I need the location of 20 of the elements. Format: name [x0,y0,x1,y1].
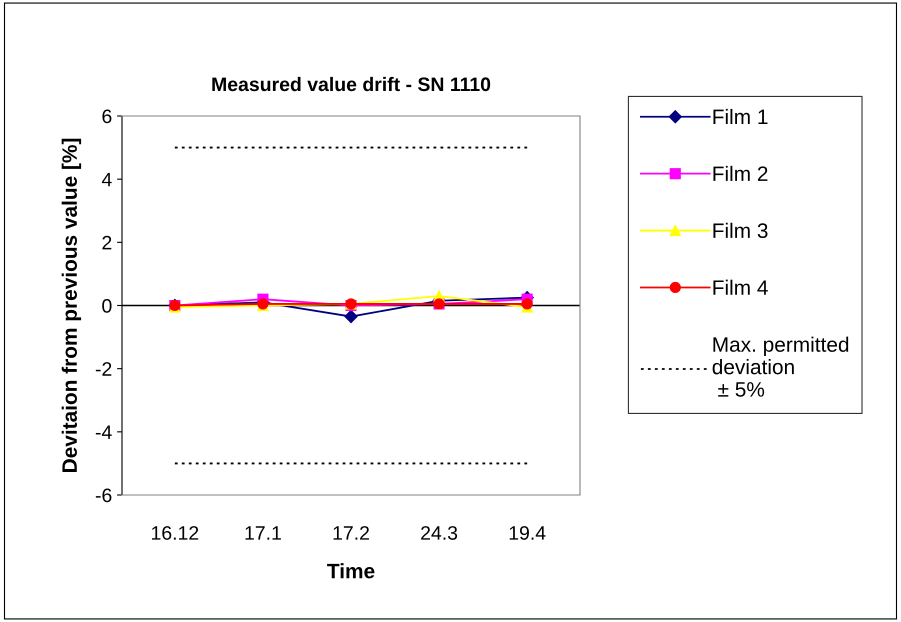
y-axis-title: Devitaion from previous value [%] [62,138,82,472]
x-tick-label: 19.4 [510,526,546,540]
legend-label: Film 2 [713,166,768,181]
y-tick-label: 4 [102,172,112,186]
y-tick-label: -4 [96,426,112,439]
y-tick-label: -2 [96,362,112,376]
y-tick-label: -6 [96,488,112,502]
x-tick-label: 17.1 [245,526,281,540]
y-tick-label: 6 [102,109,112,124]
chart-title: Measured value drift - SN 1110 [212,76,490,92]
legend-label: Film 3 [713,222,768,238]
legend-label: Film 4 [713,280,768,295]
x-tick-label: 17.2 [334,526,369,540]
y-tick-label: 0 [102,298,112,313]
x-tick-label: 16.12 [152,526,198,540]
y-tick-label: 2 [102,236,112,250]
legend-label: Film 1 [713,108,768,124]
legend-label: Max. permitted deviation ± 5% [712,336,848,397]
x-tick-label: 24.3 [421,526,458,540]
x-axis-title: Time [327,563,374,578]
